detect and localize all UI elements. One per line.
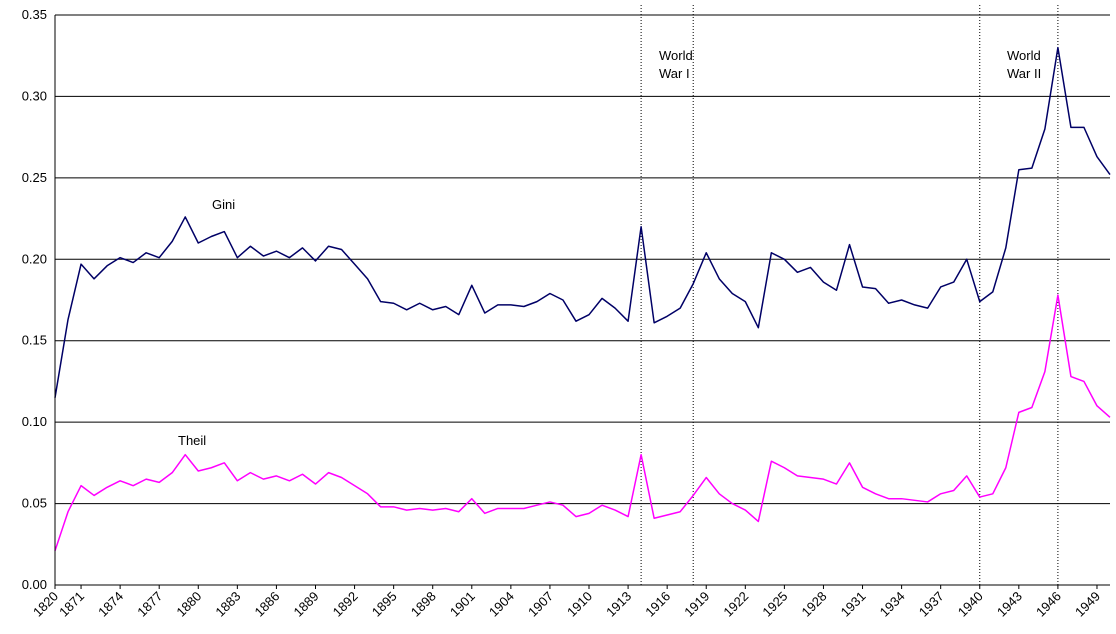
y-tick-label: 0.10 [22,414,47,429]
x-tick-label: 1925 [759,589,790,620]
x-tick-label: 1874 [95,589,126,620]
x-tick-label: 1877 [134,589,165,620]
annotations: World War I World War II Gini Theil [178,48,1041,448]
y-tick-label: 0.25 [22,170,47,185]
series-line-theil [54,294,1111,552]
x-tick-label: 1883 [212,589,243,620]
x-tick-label: 1889 [291,589,322,620]
y-tick-labels: 0.00 0.05 0.10 0.15 0.20 0.25 0.30 0.35 [22,7,47,592]
series-label-gini: Gini [212,197,235,212]
x-tick-label: 1901 [447,589,478,620]
y-tick-label: 0.15 [22,333,47,348]
x-tick-label: 1946 [1033,589,1064,620]
x-tick-label: 1949 [1072,589,1103,620]
x-tick-label: 1928 [799,589,830,620]
x-tick-label: 1913 [603,589,634,620]
y-tick-label: 0.05 [22,496,47,511]
axes [54,15,1110,589]
y-tick-label: 0.00 [22,577,47,592]
x-tick-label: 1895 [369,589,400,620]
x-tick-label: 1931 [838,589,869,620]
x-tick-label: 1910 [564,589,595,620]
x-tick-label: 1934 [877,589,908,620]
event-label-ww1-line2: War I [659,66,690,81]
x-tick-label: 1898 [408,589,439,620]
x-tick-label: 1916 [642,589,673,620]
y-tick-label: 0.20 [22,251,47,266]
x-tick-label: 1922 [720,589,751,620]
series-label-theil: Theil [178,433,206,448]
x-tick-label: 1940 [955,589,986,620]
event-label-ww2-line2: War II [1007,66,1041,81]
series-line-gini [54,46,1111,398]
x-tick-label: 1943 [994,589,1025,620]
x-tick-label: 1904 [486,589,517,620]
event-label-ww2-line1: World [1007,48,1041,63]
y-tick-label: 0.35 [22,7,47,22]
x-tick-label: 1820 [30,589,61,620]
x-tick-label: 1907 [525,589,556,620]
event-lines [640,5,1059,585]
series-lines [54,46,1111,552]
x-tick-label: 1871 [56,589,87,620]
event-label-ww1-line1: World [659,48,693,63]
gridlines [55,14,1110,505]
x-tick-label: 1886 [251,589,282,620]
x-tick-label: 1919 [681,589,712,620]
x-tick-label: 1892 [330,589,361,620]
y-tick-label: 0.30 [22,88,47,103]
x-tick-label: 1937 [916,589,947,620]
x-tick-label: 1880 [173,589,204,620]
